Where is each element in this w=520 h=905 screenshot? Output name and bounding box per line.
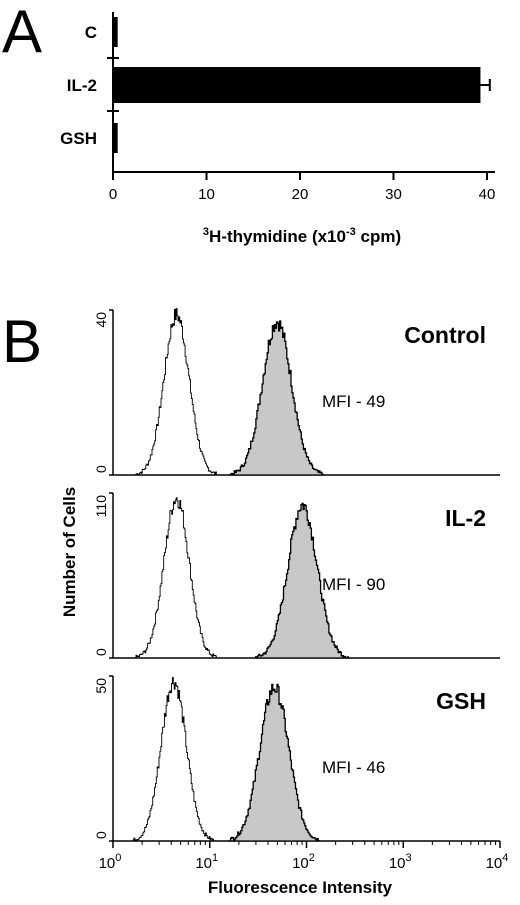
bar-x-label-sup2: -3 <box>346 226 356 238</box>
bar <box>113 123 118 153</box>
hist-x-tick-label: 104 <box>486 852 509 872</box>
histogram-panel: 50 0 GSH MFI - 46 <box>93 675 500 842</box>
hist-x-tick-exp: 1 <box>212 852 218 864</box>
hist-y-axis-label: Number of Cells <box>60 487 79 617</box>
bar-x-tick-label: 10 <box>198 186 215 203</box>
bar-category-label: GSH <box>60 129 97 148</box>
hist-x-tick-label: 103 <box>389 852 412 872</box>
bar <box>113 17 118 47</box>
bar-x-label-main: H-thymidine (x10 <box>209 227 346 246</box>
bar-x-axis-label: 3H-thymidine (x10-3 cpm) <box>203 226 401 246</box>
bar-x-label-sup1: 3 <box>203 226 209 238</box>
hist-y-max-label: 50 <box>93 678 109 694</box>
bar-x-tick-label: 30 <box>385 186 402 203</box>
stained-histogram <box>229 320 324 476</box>
hist-y-max-label: 110 <box>93 495 109 518</box>
hist-x-tick-label: 100 <box>99 852 122 872</box>
hist-panel-title: Control <box>404 322 486 348</box>
hist-x-axis-label: Fluorescence Intensity <box>208 878 393 897</box>
hist-x-tick-exp: 4 <box>502 852 508 864</box>
hist-y-min-label: 0 <box>93 831 109 839</box>
mfi-label: MFI - 90 <box>322 575 385 594</box>
mfi-label: MFI - 46 <box>322 758 385 777</box>
hist-x-tick-base: 10 <box>486 855 503 872</box>
hist-x-tick-label: 101 <box>195 852 218 872</box>
hist-x-tick-exp: 0 <box>115 852 121 864</box>
hist-x-tick-base: 10 <box>389 855 406 872</box>
histogram-panel: 110 0 IL-2 MFI - 90 <box>93 492 500 659</box>
bar-x-label-tail: cpm) <box>356 227 401 246</box>
hist-x-tick-exp: 2 <box>309 852 315 864</box>
bar-category-label: C <box>85 23 97 42</box>
hist-x-tick-base: 10 <box>99 855 116 872</box>
histogram-panel: 40 0 Control MFI - 49 <box>93 308 500 476</box>
hist-y-max-label: 40 <box>93 312 109 328</box>
stained-histogram <box>254 502 350 659</box>
panel-b-letter: B <box>2 308 42 375</box>
bar <box>113 67 481 103</box>
isotype-histogram <box>132 677 214 842</box>
hist-panel-title: GSH <box>436 688 486 714</box>
hist-panel-title: IL-2 <box>445 505 486 531</box>
stained-histogram <box>227 683 321 842</box>
bar-x-tick-label: 20 <box>292 186 309 203</box>
isotype-histogram <box>135 308 217 476</box>
mfi-label: MFI - 49 <box>322 392 385 411</box>
bar-x-tick-label: 0 <box>109 186 117 203</box>
bar-x-tick-label: 40 <box>479 186 496 203</box>
isotype-histogram <box>135 497 217 658</box>
bar-category-label: IL-2 <box>67 76 97 95</box>
hist-y-min-label: 0 <box>93 648 109 656</box>
hist-x-tick-exp: 3 <box>406 852 412 864</box>
hist-x-tick-base: 10 <box>292 855 309 872</box>
hist-y-min-label: 0 <box>93 465 109 473</box>
hist-x-tick-base: 10 <box>195 855 212 872</box>
bar-chart: C IL-2 GSH 0 10 20 30 40 3H-thymidine (x10-3 c… <box>60 12 495 246</box>
hist-x-tick-label: 102 <box>292 852 315 872</box>
panel-a-letter: A <box>2 0 42 65</box>
